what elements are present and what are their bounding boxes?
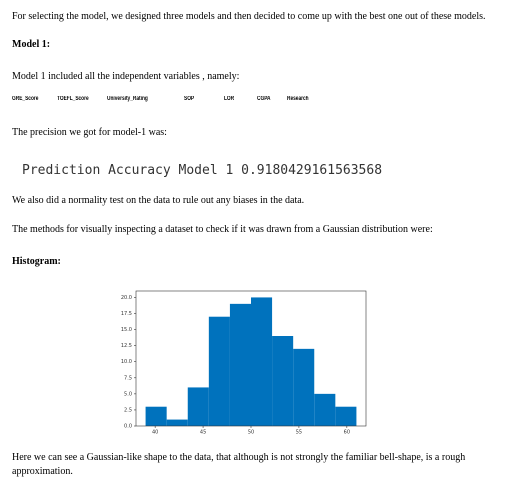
- y-tick-label: 5.0: [124, 391, 132, 397]
- precision-text: The precision we got for model-1 was:: [12, 127, 167, 138]
- bar: [145, 406, 167, 426]
- bar: [166, 419, 188, 426]
- y-tick-label: 10.0: [121, 359, 132, 365]
- y-tick-label: 0.0: [124, 424, 132, 430]
- conclusion: Here we can see a Gaussian-like shape to…: [12, 452, 466, 477]
- column-name: SOP: [184, 96, 195, 102]
- y-tick-label: 20.0: [121, 295, 132, 301]
- y-tick-label: 2.5: [124, 407, 132, 413]
- bar: [229, 303, 251, 426]
- intro: For selecting the model, we designed thr…: [12, 11, 486, 22]
- x-tick-label: 40: [152, 430, 158, 436]
- x-tick-label: 55: [296, 430, 302, 436]
- column-name: GRE_Score: [12, 96, 39, 102]
- bar: [335, 406, 357, 426]
- x-tick-label: 60: [344, 430, 350, 436]
- column-name: CGPA: [257, 96, 271, 102]
- column-name: Research: [287, 96, 309, 102]
- column-name: University_Rating: [107, 96, 148, 102]
- bar: [208, 316, 230, 426]
- normality-text: We also did a normality test on the data…: [12, 195, 305, 206]
- model-heading: Model 1:: [12, 39, 51, 50]
- y-tick-label: 17.5: [121, 311, 132, 317]
- histogram-heading: Histogram:: [12, 256, 61, 267]
- column-name: LOR: [224, 96, 235, 102]
- column-name: TOEFL_Score: [57, 96, 89, 102]
- bar: [187, 387, 209, 426]
- bar: [314, 393, 336, 426]
- methods-text: The methods for visually inspecting a da…: [12, 224, 433, 235]
- x-tick-label: 45: [200, 430, 206, 436]
- model-text: Model 1 included all the independent var…: [12, 71, 240, 82]
- bar: [251, 297, 273, 426]
- x-tick-label: 50: [248, 430, 254, 436]
- bar: [293, 348, 315, 426]
- bar: [272, 336, 294, 426]
- prediction-output: Prediction Accuracy Model 1 0.9180429161…: [22, 163, 383, 178]
- y-tick-label: 15.0: [121, 327, 132, 333]
- y-tick-label: 12.5: [121, 343, 132, 349]
- y-tick-label: 7.5: [124, 375, 132, 381]
